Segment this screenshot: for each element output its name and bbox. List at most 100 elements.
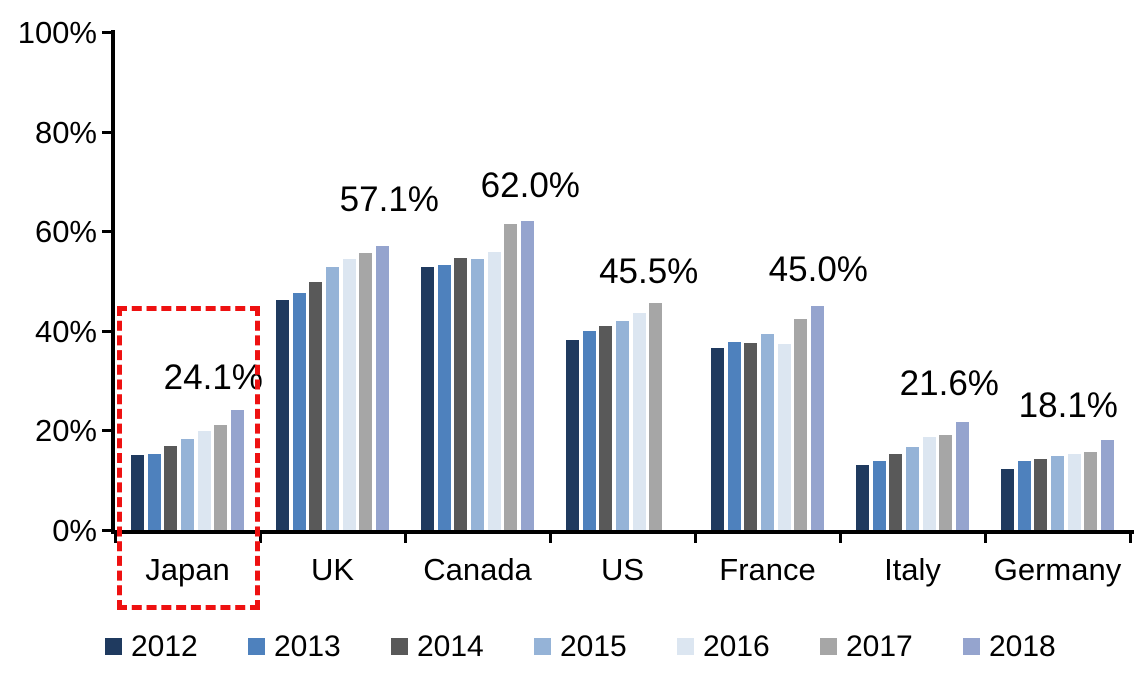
bar-japan-2013 [147, 454, 161, 530]
bar-uk-2017 [359, 252, 373, 530]
legend-item-2013: 2013 [248, 632, 378, 662]
bar-us-2016 [632, 313, 646, 530]
legend-label-2016: 2016 [703, 630, 770, 663]
y-tick-60- [102, 230, 115, 234]
bar-germany-2012 [1001, 468, 1015, 530]
bar-canada-2017 [504, 224, 518, 530]
bar-italy-2012 [856, 464, 870, 530]
data-label-canada: 62.0% [480, 166, 580, 205]
legend-item-2015: 2015 [534, 632, 664, 662]
bar-us-2017 [649, 303, 663, 530]
bar-us-2013 [582, 331, 596, 530]
bar-france-2018 [810, 305, 824, 530]
bar-germany-2015 [1051, 455, 1064, 530]
bar-canada-2016 [487, 251, 501, 530]
data-label-germany: 18.1% [1018, 386, 1118, 425]
category-label-france: France [719, 552, 816, 587]
legend-swatch-2016 [677, 638, 694, 655]
bar-germany-2014 [1034, 458, 1048, 530]
bar-france-2017 [794, 319, 808, 530]
x-tick-5 [839, 530, 842, 543]
data-label-italy: 21.6% [899, 364, 999, 403]
bar-germany-2018 [1100, 439, 1114, 530]
y-tick-40- [102, 329, 115, 333]
category-label-us: US [600, 552, 645, 587]
legend-swatch-2012 [105, 638, 122, 655]
x-tick-6 [984, 530, 987, 543]
bar-canada-2015 [471, 258, 484, 530]
category-label-uk: UK [310, 552, 355, 587]
bar-france-2012 [711, 348, 725, 530]
data-label-uk: 57.1% [339, 180, 439, 219]
bar-france-2015 [761, 333, 774, 530]
bar-italy-2015 [906, 446, 919, 530]
data-label-japan: 24.1% [163, 358, 263, 397]
x-tick-3 [549, 530, 552, 543]
y-tick-0- [102, 529, 115, 532]
legend-item-2016: 2016 [677, 632, 807, 662]
bar-uk-2016 [342, 258, 356, 530]
bar-canada-2018 [520, 221, 534, 530]
legend-item-2014: 2014 [391, 632, 521, 662]
bar-germany-2016 [1067, 453, 1081, 530]
legend-swatch-2013 [248, 638, 265, 655]
bar-uk-2013 [292, 293, 306, 530]
legend-item-2012: 2012 [105, 632, 235, 662]
legend-swatch-2017 [820, 638, 837, 655]
bar-canada-2012 [421, 267, 435, 530]
bar-germany-2017 [1084, 451, 1098, 530]
legend-swatch-2015 [534, 638, 551, 655]
bar-uk-2012 [276, 299, 290, 530]
legend-item-2017: 2017 [820, 632, 950, 662]
bar-canada-2014 [454, 257, 468, 530]
y-axis-line [111, 30, 115, 534]
legend-label-2013: 2013 [274, 630, 341, 663]
bar-italy-2014 [889, 454, 903, 530]
bar-france-2013 [727, 342, 741, 530]
category-label-japan: Japan [145, 552, 230, 587]
legend-label-2012: 2012 [131, 630, 198, 663]
legend-item-2018: 2018 [963, 632, 1093, 662]
legend-label-2014: 2014 [417, 630, 484, 663]
bar-uk-2014 [309, 282, 323, 530]
legend-swatch-2018 [963, 638, 980, 655]
bar-germany-2013 [1017, 460, 1031, 530]
y-tick-label-40-: 40% [34, 313, 97, 349]
category-label-italy: Italy [884, 552, 941, 587]
y-tick-label-100-: 100% [17, 15, 97, 50]
bar-japan-2017 [214, 424, 228, 530]
bar-france-2016 [777, 343, 791, 530]
bar-japan-2014 [164, 446, 178, 530]
bar-japan-2016 [197, 430, 211, 530]
bar-japan-2015 [181, 439, 194, 530]
category-label-germany: Germany [993, 552, 1122, 587]
legend-label-2017: 2017 [846, 630, 913, 663]
x-tick-1 [259, 530, 262, 543]
bar-france-2014 [744, 342, 758, 530]
bar-uk-2015 [326, 266, 339, 530]
bar-italy-2013 [872, 460, 886, 530]
bar-italy-2018 [955, 422, 969, 530]
bar-italy-2016 [922, 436, 936, 530]
legend-label-2015: 2015 [560, 630, 627, 663]
data-label-us: 45.5% [599, 252, 699, 291]
legend-swatch-2014 [391, 638, 408, 655]
x-axis-line [111, 530, 1134, 534]
y-tick-label-60-: 60% [34, 214, 97, 250]
y-tick-80- [102, 130, 115, 134]
x-tick-7 [1129, 530, 1132, 543]
data-label-france: 45.0% [768, 250, 868, 289]
x-tick-0 [114, 530, 117, 543]
bar-japan-2018 [230, 409, 244, 530]
bar-us-2014 [599, 325, 613, 530]
bar-us-2015 [616, 321, 629, 530]
x-tick-4 [694, 530, 697, 543]
y-tick-100- [102, 31, 115, 34]
bar-uk-2018 [375, 245, 389, 530]
y-tick-label-80-: 80% [34, 114, 97, 150]
category-label-canada: Canada [423, 552, 532, 587]
bar-canada-2013 [437, 264, 451, 530]
y-tick-label-0-: 0% [52, 513, 97, 548]
bar-us-2012 [566, 340, 580, 530]
